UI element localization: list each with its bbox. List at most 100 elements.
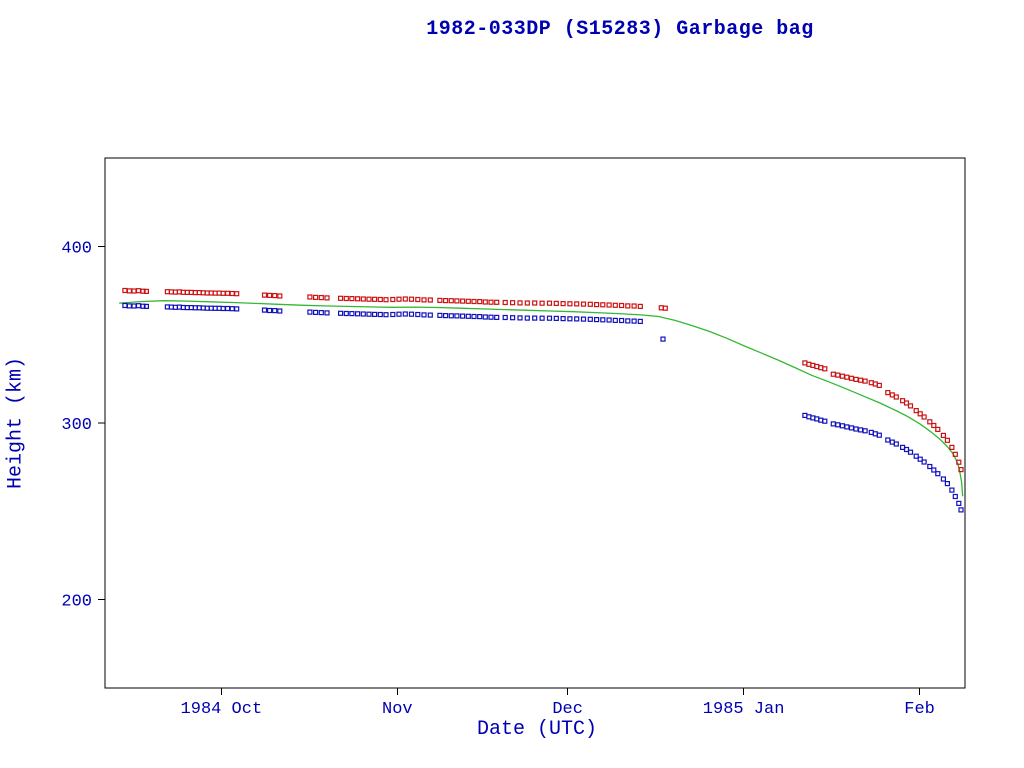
- apogee-point: [949, 444, 955, 450]
- apogee-point: [593, 302, 600, 308]
- perigee-point: [853, 426, 859, 432]
- perigee-point: [372, 311, 378, 317]
- y-tick-label: 400: [61, 239, 92, 258]
- perigee-point: [184, 305, 190, 311]
- apogee-point: [612, 302, 618, 308]
- apogee-point: [510, 300, 516, 306]
- perigee-point: [580, 316, 587, 322]
- perigee-point: [921, 459, 927, 465]
- perigee-point: [587, 316, 593, 322]
- apogee-point: [267, 292, 273, 298]
- perigee-point: [944, 481, 951, 487]
- apogee-point: [437, 297, 443, 303]
- apogee-point: [135, 288, 142, 294]
- perigee-point: [839, 423, 846, 429]
- perigee-point: [427, 312, 433, 318]
- apogee-point: [853, 376, 859, 382]
- apogee-point: [355, 296, 361, 302]
- perigee-point: [917, 456, 923, 462]
- perigee-point: [318, 310, 324, 316]
- apogee-point: [349, 296, 355, 302]
- perigee-point: [903, 446, 910, 453]
- perigee-point: [524, 315, 530, 321]
- perigee-point: [593, 317, 600, 323]
- perigee-point: [164, 304, 170, 310]
- apogee-point: [517, 300, 523, 306]
- apogee-point: [277, 293, 283, 299]
- perigee-point: [956, 500, 962, 506]
- perigee-point: [307, 309, 313, 315]
- apogee-point: [876, 382, 882, 388]
- perigee-point: [261, 307, 268, 313]
- apogee-point: [216, 290, 222, 296]
- perigee-point: [437, 312, 443, 318]
- apogee-point: [893, 394, 899, 400]
- apogee-point: [662, 305, 668, 311]
- apogee-point: [390, 296, 396, 303]
- perigee-point: [502, 314, 508, 321]
- perigee-point: [324, 310, 330, 316]
- perigee-point: [848, 425, 855, 431]
- apogee-point: [229, 290, 235, 297]
- perigee-point: [857, 427, 864, 433]
- perigee-point: [907, 449, 914, 455]
- perigee-point: [122, 302, 128, 309]
- fit-line: [119, 300, 964, 497]
- perigee-point: [952, 493, 958, 500]
- apogee-point: [502, 299, 508, 306]
- apogee-point: [200, 290, 206, 296]
- apogee-point: [835, 372, 841, 378]
- apogee-point: [903, 400, 910, 406]
- apogee-point: [204, 290, 210, 296]
- y-tick-label: 300: [61, 416, 92, 435]
- perigee-point: [893, 441, 899, 447]
- apogee-point: [600, 302, 606, 308]
- perigee-point: [532, 315, 538, 321]
- perigee-point: [471, 313, 477, 320]
- apogee-point: [343, 295, 349, 302]
- perigee-point: [844, 424, 850, 430]
- apogee-point: [539, 300, 545, 306]
- perigee-point: [927, 463, 933, 470]
- perigee-point: [637, 318, 643, 324]
- x-tick-label: Feb: [904, 700, 935, 719]
- perigee-point: [517, 315, 523, 321]
- apogee-point: [338, 295, 344, 301]
- perigee-point: [408, 311, 415, 317]
- apogee-point: [848, 375, 855, 381]
- perigee-point: [553, 315, 559, 321]
- perigee-point: [935, 471, 941, 477]
- perigee-point: [360, 311, 366, 317]
- apogee-point: [885, 390, 891, 396]
- apogee-point: [471, 298, 477, 305]
- perigee-point: [338, 310, 344, 316]
- apogee-point: [935, 426, 941, 432]
- apogee-point: [606, 302, 612, 308]
- perigee-point: [220, 305, 226, 312]
- perigee-point: [460, 313, 466, 319]
- perigee-point: [625, 318, 631, 324]
- apogee-point: [318, 295, 324, 301]
- x-tick-label: 1985 Jan: [703, 700, 785, 719]
- perigee-point: [366, 311, 372, 317]
- apogee-point: [272, 293, 278, 299]
- apogee-point: [560, 301, 566, 307]
- perigee-point: [958, 507, 964, 513]
- perigee-point: [126, 303, 133, 309]
- apogee-point: [618, 302, 625, 309]
- apogee-point: [366, 296, 372, 302]
- apogee-point: [184, 289, 190, 295]
- perigee-point: [612, 317, 618, 323]
- perigee-point: [876, 432, 882, 438]
- apogee-point: [927, 419, 933, 425]
- perigee-point: [822, 418, 828, 424]
- perigee-point: [546, 315, 553, 321]
- apogee-point: [261, 292, 268, 298]
- perigee-point: [488, 314, 494, 320]
- apogee-point: [940, 432, 947, 438]
- apogee-point: [234, 291, 240, 297]
- apogee-point: [408, 296, 415, 302]
- perigee-point: [443, 313, 449, 319]
